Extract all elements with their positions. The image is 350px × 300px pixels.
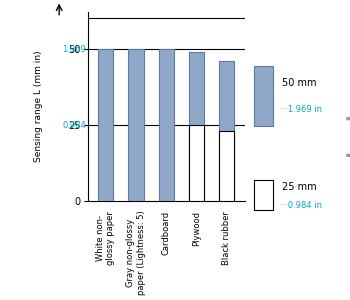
Bar [219,61,234,201]
Bar [189,125,204,201]
Bar [189,52,204,201]
Text: ···0.984 in: ···0.984 in [280,201,322,210]
Bar [128,49,143,201]
Bar [219,131,234,201]
Text: ···1.969 in: ···1.969 in [280,105,322,114]
Text: }: } [341,117,350,159]
Bar [159,49,174,201]
Text: 25 mm: 25 mm [282,182,316,193]
Y-axis label: Sensing range L (mm in): Sensing range L (mm in) [34,51,43,162]
Text: 50 mm: 50 mm [282,78,316,88]
Bar [98,49,113,201]
